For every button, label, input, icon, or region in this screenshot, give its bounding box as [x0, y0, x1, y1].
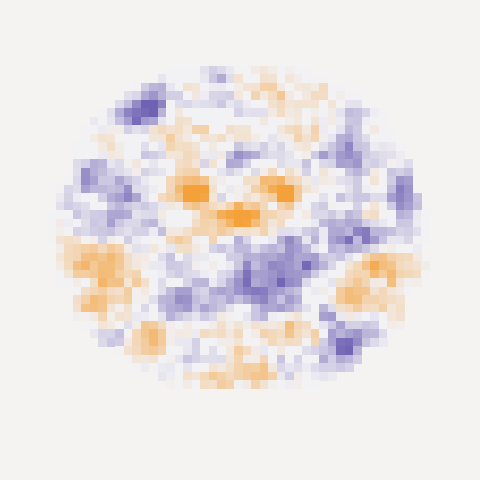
brain-activation-heatmap	[0, 0, 480, 480]
brain-slice-figure	[0, 0, 480, 480]
